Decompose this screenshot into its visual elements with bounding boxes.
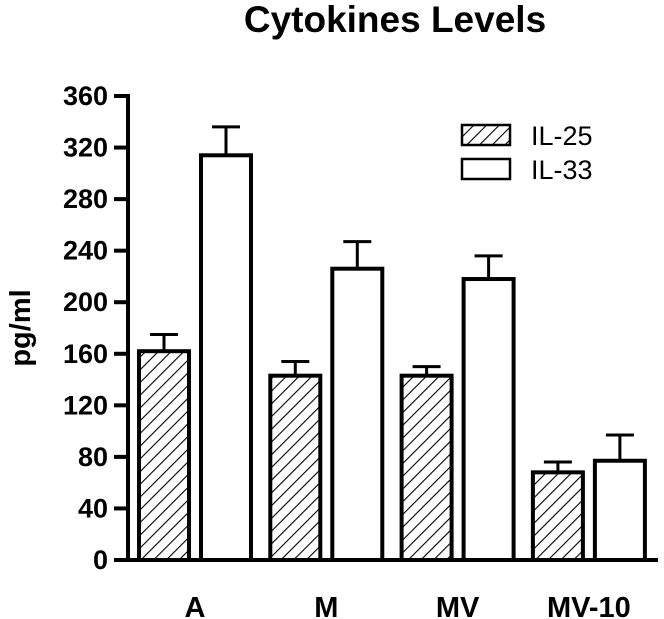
legend-swatch-il33 — [460, 157, 512, 181]
y-tick-label: 40 — [78, 493, 108, 523]
bar-il25 — [268, 373, 323, 563]
bars-group — [137, 125, 647, 563]
bar-il33 — [592, 458, 647, 562]
y-tick-label: 80 — [78, 442, 108, 472]
y-axis-label: pg/ml — [5, 289, 37, 366]
bar-il33 — [330, 266, 385, 562]
y-tick-label: 200 — [63, 287, 108, 317]
y-tick-label: 160 — [63, 339, 108, 369]
y-tick-label: 0 — [93, 545, 108, 575]
x-category-label: M — [314, 592, 338, 619]
x-category-label: A — [185, 592, 206, 619]
y-tick-label: 120 — [63, 390, 108, 420]
legend-swatch-il25 — [460, 123, 512, 147]
bar-il25 — [137, 349, 191, 563]
y-tick-label: 360 — [63, 81, 108, 111]
y-tick-label: 280 — [63, 184, 108, 214]
bar-il25 — [530, 470, 585, 563]
bar-il33 — [199, 153, 253, 563]
legend-label-il25: IL-25 — [531, 121, 593, 151]
x-category-label: MV-10 — [547, 592, 631, 619]
y-tick-label: 240 — [63, 236, 108, 266]
chart-title: Cytokines Levels — [244, 0, 546, 40]
y-axis-ticks: 0 40 80 120 160 200 240 280 320 360 — [63, 81, 128, 575]
y-tick-label: 320 — [63, 133, 108, 163]
bar-il25 — [399, 373, 454, 563]
x-category-label: MV — [436, 592, 480, 619]
legend-label-il33: IL-33 — [531, 155, 593, 185]
legend: IL-25 IL-33 — [460, 121, 593, 185]
x-axis-categories: A M MV MV-10 — [185, 592, 631, 619]
bar-il33 — [461, 277, 516, 562]
